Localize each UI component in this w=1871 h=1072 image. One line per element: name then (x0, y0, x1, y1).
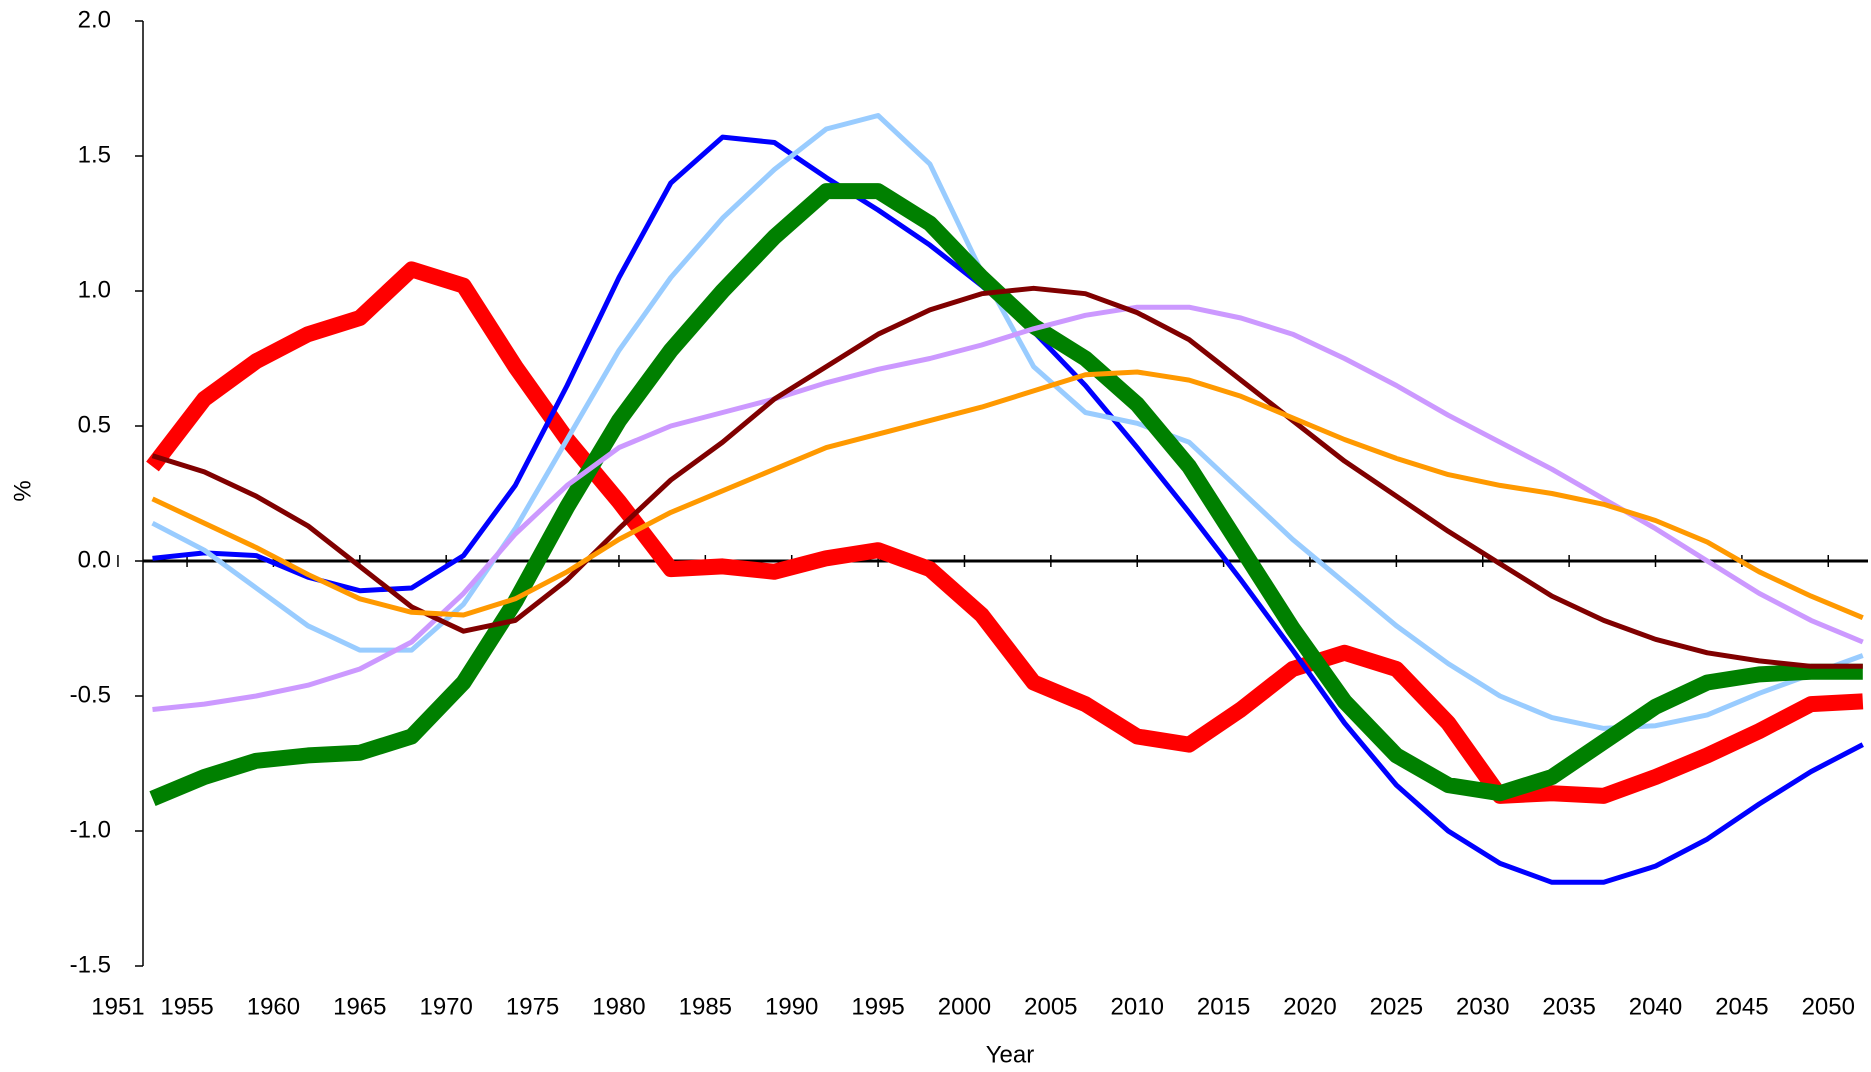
series-line (149, 183, 1863, 806)
y-tick-label: -1.5 (70, 951, 111, 978)
y-tick-label: -0.5 (70, 681, 111, 708)
x-tick-label: 1970 (419, 993, 472, 1020)
series-line (152, 134, 1864, 885)
x-tick-label: 1985 (679, 993, 732, 1020)
x-tick-label: 2010 (1111, 993, 1164, 1020)
y-axis-label: % (9, 480, 36, 501)
y-tick-label: 1.5 (78, 141, 111, 168)
x-tick-label: 2005 (1024, 993, 1077, 1020)
x-tick-label: 1980 (592, 993, 645, 1020)
series-line (151, 369, 1864, 621)
series-line (146, 261, 1864, 804)
x-tick-label: 1990 (765, 993, 818, 1020)
series-line (151, 113, 1864, 731)
x-tick-label: 2050 (1802, 993, 1855, 1020)
x-tick-label: 2025 (1370, 993, 1423, 1020)
x-axis-label: Year (986, 1041, 1035, 1068)
series-line (151, 285, 1863, 669)
x-tick-label: 1955 (160, 993, 213, 1020)
x-tick-label: 1975 (506, 993, 559, 1020)
y-tick-label: 2.0 (78, 6, 111, 33)
y-tick-label: 1.0 (78, 276, 111, 303)
x-tick-label: 2000 (938, 993, 991, 1020)
x-tick-label: 2020 (1283, 993, 1336, 1020)
x-tick-label: 1960 (247, 993, 300, 1020)
x-tick-label: 1995 (851, 993, 904, 1020)
x-tick-label: 1951 (91, 993, 144, 1020)
x-tick-label: 2035 (1542, 993, 1595, 1020)
x-tick-label: 2015 (1197, 993, 1250, 1020)
y-tick-label: 0.0 (78, 546, 111, 573)
y-tick-label: 0.5 (78, 411, 111, 438)
x-tick-label: 2045 (1715, 993, 1768, 1020)
y-tick-label: -1.0 (70, 816, 111, 843)
x-tick-label: 1965 (333, 993, 386, 1020)
x-tick-label: 2030 (1456, 993, 1509, 1020)
x-tick-label: 2040 (1629, 993, 1682, 1020)
